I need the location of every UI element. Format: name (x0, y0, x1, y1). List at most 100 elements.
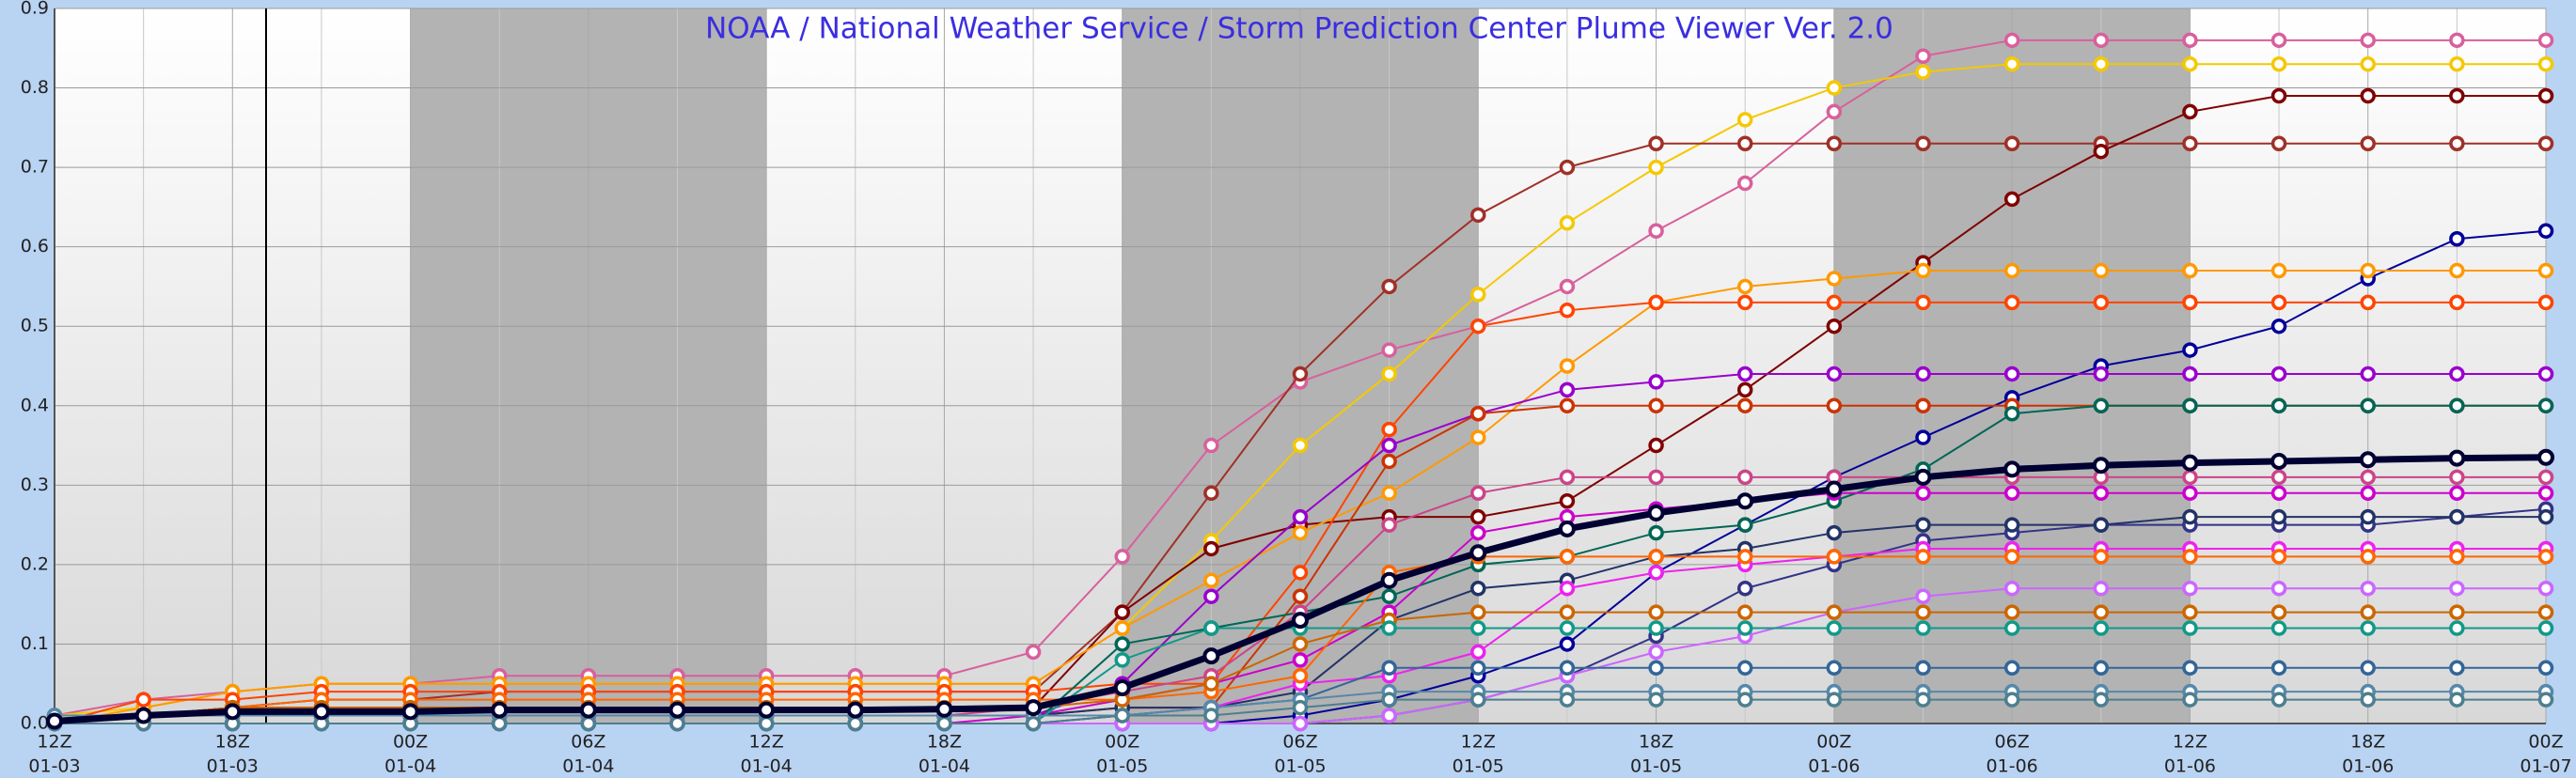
y-tick-label: 0.9 (21, 0, 49, 19)
data-point (1736, 175, 1753, 192)
data-point (1559, 397, 1576, 414)
data-point (1292, 699, 1309, 716)
data-point (1292, 668, 1309, 684)
data-point (2003, 549, 2020, 565)
x-tick-date: 01-06 (2342, 756, 2394, 777)
data-point (1915, 549, 1931, 565)
x-tick-label: 00Z (393, 732, 428, 753)
data-point (1915, 397, 1931, 414)
data-point (1381, 366, 1397, 382)
data-point (1470, 692, 1486, 708)
data-point (2537, 692, 2554, 708)
data-point (1114, 708, 1130, 724)
data-point (1826, 318, 1843, 335)
data-point (1736, 692, 1753, 708)
data-point (1292, 366, 1309, 382)
data-point (1292, 715, 1309, 732)
data-point (1558, 520, 1576, 537)
x-tick-label: 06Z (1282, 732, 1317, 753)
data-point (2449, 581, 2465, 597)
data-point (1736, 581, 1753, 597)
data-point (2270, 581, 2287, 597)
data-point (2270, 485, 2287, 502)
data-point (2270, 692, 2287, 708)
data-point (1381, 278, 1397, 295)
data-point (2359, 451, 2377, 469)
data-point (1915, 429, 1931, 445)
data-point (2003, 366, 2020, 382)
data-point (1381, 437, 1397, 454)
data-point (2360, 262, 2376, 279)
data-point (2093, 549, 2110, 565)
data-point (401, 703, 419, 721)
data-point (1292, 565, 1309, 581)
data-point (1292, 652, 1309, 668)
data-point (1648, 159, 1664, 176)
data-point (2003, 294, 2020, 311)
data-point (1736, 517, 1753, 533)
data-point (1203, 572, 1219, 589)
x-tick-date: 01-04 (385, 756, 436, 777)
data-point (1114, 549, 1130, 565)
data-point (2449, 135, 2465, 151)
data-point (847, 715, 864, 732)
x-tick-label: 18Z (2350, 732, 2385, 753)
x-tick-label: 00Z (1105, 732, 1139, 753)
data-point (1559, 469, 1576, 486)
data-point (1826, 397, 1843, 414)
data-point (2449, 469, 2465, 486)
data-point (2093, 262, 2110, 279)
data-point (758, 715, 775, 732)
data-point (1559, 278, 1576, 295)
data-point (1647, 504, 1665, 521)
data-point (1381, 421, 1397, 438)
data-point (1736, 660, 1753, 677)
data-point (1736, 492, 1754, 510)
data-point (2270, 620, 2287, 636)
data-point (2360, 549, 2376, 565)
data-point (1648, 294, 1664, 311)
data-point (936, 715, 952, 732)
data-point (1292, 524, 1309, 541)
data-point (2182, 397, 2198, 414)
data-point (2360, 581, 2376, 597)
data-point (2182, 294, 2198, 311)
data-point (1826, 660, 1843, 677)
data-point (1559, 581, 1576, 597)
data-point (1736, 604, 1753, 620)
data-point (2537, 135, 2554, 151)
data-point (1648, 644, 1664, 661)
data-point (1470, 524, 1486, 541)
data-point (1559, 492, 1576, 509)
x-tick-label: 12Z (1461, 732, 1496, 753)
data-point (1381, 620, 1397, 636)
data-point (2537, 620, 2554, 636)
data-point (2182, 581, 2198, 597)
data-point (2537, 549, 2554, 565)
data-point (580, 715, 597, 732)
x-tick-date: 01-03 (28, 756, 80, 777)
data-point (1559, 159, 1576, 176)
x-tick-label: 00Z (1816, 732, 1851, 753)
data-point (491, 715, 508, 732)
y-tick-label: 0.0 (21, 713, 49, 734)
data-point (2270, 87, 2287, 104)
data-point (1203, 437, 1219, 454)
data-point (1025, 715, 1042, 732)
data-point (2449, 508, 2465, 525)
y-tick-label: 0.2 (21, 553, 49, 574)
data-point (1025, 644, 1042, 661)
data-point (1559, 358, 1576, 374)
data-point (668, 701, 686, 719)
data-point (2093, 517, 2110, 533)
data-point (1736, 135, 1753, 151)
y-tick-label: 0.1 (21, 633, 49, 654)
data-point (1203, 588, 1219, 604)
data-point (2449, 485, 2465, 502)
data-point (491, 701, 509, 719)
data-point (2003, 517, 2020, 533)
data-point (1292, 636, 1309, 652)
x-tick-label: 12Z (749, 732, 784, 753)
data-point (2449, 32, 2465, 49)
